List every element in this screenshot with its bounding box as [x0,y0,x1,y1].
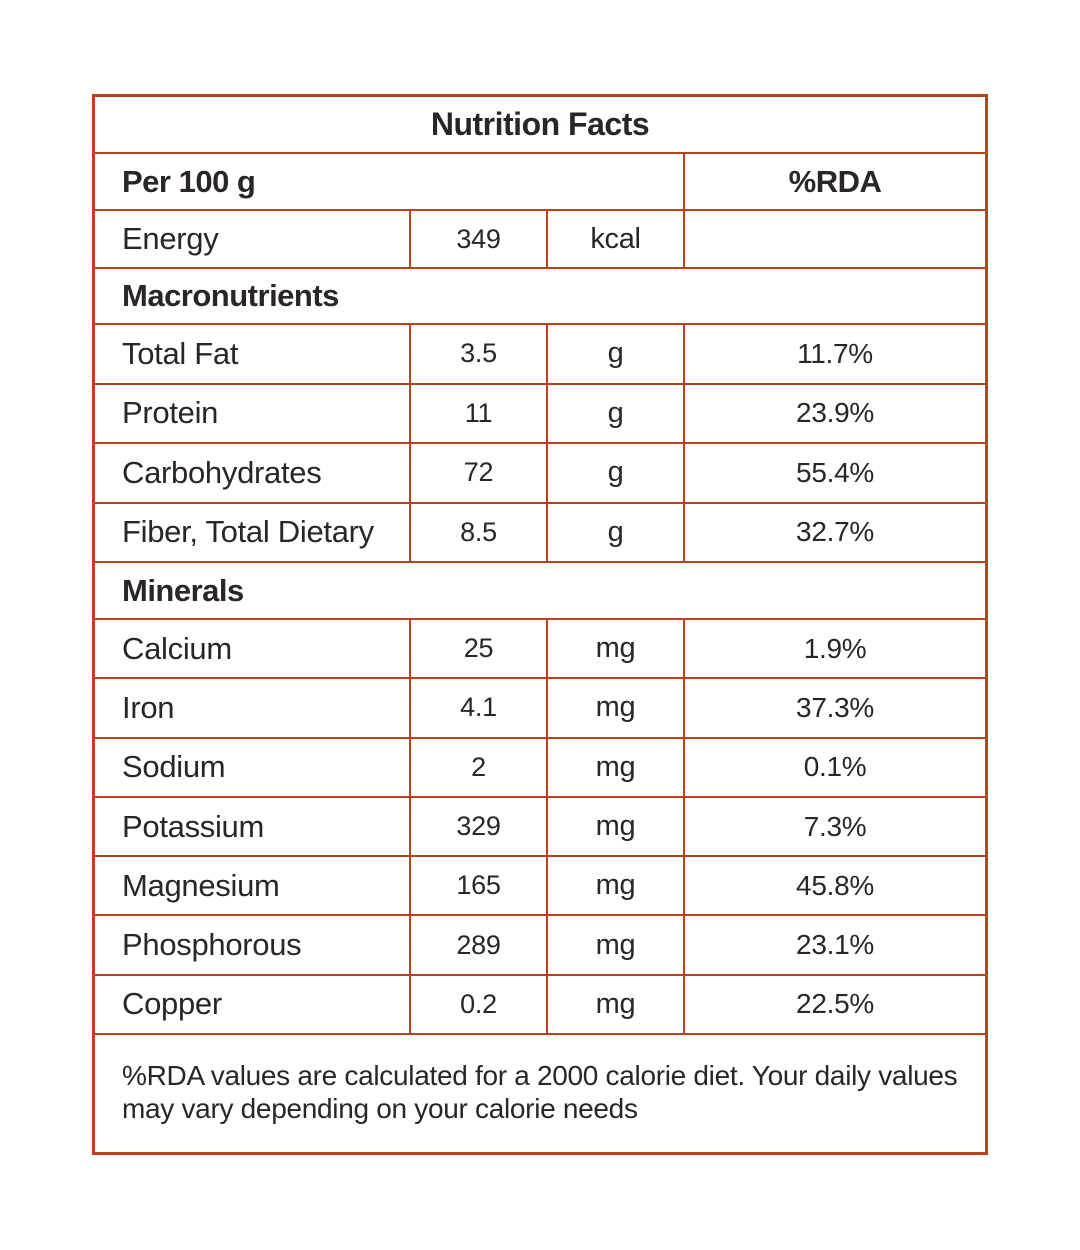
nutrient-value: 8.5 [460,516,497,547]
nutrient-label: Energy [122,221,219,256]
nutrient-unit: mg [595,750,636,783]
nutrient-unit: kcal [590,222,641,255]
table-row-calcium: Calcium 25 mg 1.9% [95,618,985,678]
nutrient-label: Fiber, Total Dietary [122,514,374,550]
rda-footnote: %RDA values are calculated for a 2000 ca… [122,1059,958,1124]
footnote-row: %RDA values are calculated for a 2000 ca… [95,1033,985,1152]
table-row-sodium: Sodium 2 mg 0.1% [95,736,985,796]
nutrient-rda: 32.7% [796,516,874,548]
nutrient-unit: mg [595,691,636,724]
table-row-potassium: Potassium 329 mg 7.3% [95,795,985,856]
nutrient-rda: 11.7% [797,337,873,369]
page-title: Nutrition Facts [430,106,650,142]
section-header-label: Minerals [122,572,244,608]
nutrient-unit: mg [595,869,636,902]
nutrient-value: 4.1 [460,692,497,723]
nutrient-value: 0.2 [460,988,497,1019]
serving-size-label: Per 100 g [122,163,256,199]
serving-header-row: Per 100 g %RDA [95,152,985,209]
table-row-magnesium: Magnesium 165 mg 45.8% [95,855,985,915]
nutrient-label: Protein [122,395,219,431]
nutrient-value: 289 [456,929,501,960]
table-row-carbohydrates: Carbohydrates 72 g 55.4% [95,442,985,502]
nutrient-unit: mg [595,810,636,843]
nutrient-unit: g [607,337,624,370]
nutrient-rda: 45.8% [796,869,874,901]
nutrient-label: Potassium [122,808,265,844]
nutrient-unit: mg [595,987,636,1020]
nutrient-value: 2 [471,751,486,782]
nutrient-rda: 0.1% [803,751,867,783]
nutrient-label: Phosphorous [122,927,302,963]
nutrient-value: 329 [456,811,501,842]
nutrient-unit: g [607,515,624,548]
nutrient-rda: 1.9% [803,632,867,664]
nutrient-unit: g [607,396,624,429]
nutrient-label: Calcium [122,630,232,666]
table-row-energy: Energy 349 kcal [95,209,985,267]
section-header-minerals: Minerals [95,561,985,618]
nutrient-unit: mg [595,928,636,961]
nutrient-label: Sodium [122,749,226,785]
nutrient-label: Iron [122,689,175,725]
nutrient-rda: 23.9% [796,397,874,429]
nutrient-label: Carbohydrates [122,454,322,490]
section-header-label: Macronutrients [122,278,339,313]
nutrition-facts-table: Nutrition Facts Per 100 g %RDA Energy 34… [92,94,988,1155]
nutrient-rda: 37.3% [796,691,874,723]
nutrient-label: Copper [122,986,222,1022]
table-row-total-fat: Total Fat 3.5 g 11.7% [95,323,985,383]
nutrient-label: Total Fat [122,335,239,371]
nutrient-rda: 23.1% [796,929,874,961]
nutrient-rda: 55.4% [796,456,874,488]
nutrient-value: 349 [456,223,501,254]
nutrient-value: 11 [464,397,493,428]
rda-column-header: %RDA [788,163,882,199]
nutrient-value: 165 [456,870,501,901]
section-header-macronutrients: Macronutrients [95,267,985,323]
nutrient-rda: 7.3% [803,810,867,842]
nutrient-rda: 22.5% [796,988,874,1020]
nutrient-value: 72 [463,457,494,488]
table-row-fiber: Fiber, Total Dietary 8.5 g 32.7% [95,501,985,561]
title-row: Nutrition Facts [95,97,985,152]
table-row-copper: Copper 0.2 mg 22.5% [95,973,985,1034]
nutrient-unit: g [607,456,624,489]
nutrient-unit: mg [595,632,636,665]
nutrient-label: Magnesium [122,867,280,903]
table-row-phosphorous: Phosphorous 289 mg 23.1% [95,914,985,974]
nutrient-value: 3.5 [460,338,497,369]
nutrient-value: 25 [463,633,494,664]
table-row-protein: Protein 11 g 23.9% [95,382,985,442]
table-row-iron: Iron 4.1 mg 37.3% [95,677,985,737]
